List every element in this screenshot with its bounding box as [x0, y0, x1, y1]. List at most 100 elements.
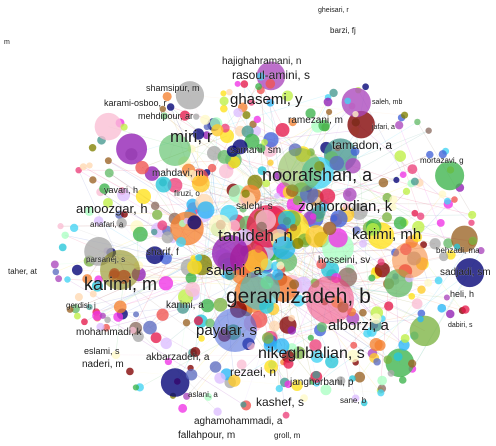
- network-node[interactable]: [240, 80, 249, 88]
- network-node[interactable]: [468, 210, 477, 219]
- network-node[interactable]: [151, 228, 158, 236]
- network-node[interactable]: [218, 163, 234, 179]
- network-node[interactable]: [253, 115, 261, 124]
- network-node[interactable]: [104, 316, 111, 324]
- network-node[interactable]: [307, 334, 314, 341]
- network-node[interactable]: [266, 98, 275, 107]
- network-node[interactable]: [437, 303, 447, 313]
- network-node[interactable]: [318, 119, 330, 132]
- network-node[interactable]: [155, 176, 172, 193]
- network-node[interactable]: [347, 110, 375, 139]
- network-node[interactable]: [329, 88, 338, 98]
- network-node[interactable]: [351, 394, 360, 403]
- network-node[interactable]: [436, 218, 445, 227]
- network-node[interactable]: [268, 320, 280, 332]
- network-node[interactable]: [261, 138, 268, 146]
- network-node[interactable]: [92, 310, 103, 321]
- network-node[interactable]: [117, 188, 131, 202]
- network-node[interactable]: [350, 341, 358, 349]
- network-node[interactable]: [193, 113, 200, 120]
- network-node[interactable]: [344, 97, 351, 105]
- network-node[interactable]: [408, 292, 416, 300]
- network-node[interactable]: [468, 236, 478, 246]
- network-node[interactable]: [382, 212, 393, 223]
- network-node[interactable]: [438, 190, 447, 199]
- network-node[interactable]: [58, 243, 67, 252]
- network-node[interactable]: [195, 254, 203, 262]
- network-node[interactable]: [52, 268, 60, 276]
- network-node[interactable]: [325, 355, 339, 369]
- network-node[interactable]: [228, 374, 241, 387]
- network-node[interactable]: [198, 335, 205, 342]
- network-node[interactable]: [468, 219, 475, 226]
- network-node[interactable]: [113, 311, 124, 322]
- network-node[interactable]: [81, 318, 88, 326]
- network-node[interactable]: [93, 216, 104, 226]
- network-node[interactable]: [362, 83, 369, 91]
- network-node[interactable]: [274, 338, 290, 354]
- network-node[interactable]: [394, 150, 406, 162]
- network-node[interactable]: [99, 312, 106, 319]
- network-node[interactable]: [319, 188, 336, 204]
- network-node[interactable]: [111, 350, 121, 360]
- network-node[interactable]: [132, 226, 148, 242]
- network-node[interactable]: [412, 232, 423, 243]
- network-node[interactable]: [378, 177, 389, 188]
- network-node[interactable]: [225, 270, 235, 281]
- network-node[interactable]: [373, 358, 381, 366]
- network-node[interactable]: [79, 163, 87, 171]
- network-node[interactable]: [82, 274, 93, 284]
- network-node[interactable]: [96, 322, 105, 331]
- network-node[interactable]: [213, 297, 228, 312]
- network-node[interactable]: [289, 223, 298, 232]
- network-node[interactable]: [69, 223, 79, 233]
- network-node[interactable]: [368, 274, 376, 282]
- network-node[interactable]: [347, 349, 360, 363]
- network-node[interactable]: [341, 87, 371, 118]
- network-node[interactable]: [133, 311, 140, 318]
- network-node[interactable]: [360, 399, 368, 407]
- network-node[interactable]: [190, 255, 197, 262]
- network-node[interactable]: [197, 201, 215, 219]
- network-node[interactable]: [170, 211, 204, 246]
- network-node[interactable]: [150, 201, 160, 211]
- network-node[interactable]: [113, 300, 127, 314]
- network-node[interactable]: [84, 206, 94, 216]
- network-node[interactable]: [342, 202, 351, 211]
- network-node[interactable]: [417, 285, 426, 294]
- network-node[interactable]: [241, 189, 250, 198]
- network-node[interactable]: [160, 112, 168, 120]
- network-hub-node[interactable]: [159, 134, 191, 166]
- network-node[interactable]: [352, 111, 359, 118]
- network-node[interactable]: [291, 379, 303, 392]
- network-node[interactable]: [265, 78, 276, 89]
- network-node[interactable]: [287, 326, 297, 335]
- network-node[interactable]: [187, 259, 203, 275]
- network-node[interactable]: [132, 384, 140, 391]
- network-node[interactable]: [242, 111, 251, 120]
- network-node[interactable]: [185, 368, 198, 381]
- network-node[interactable]: [135, 188, 152, 205]
- network-node[interactable]: [409, 315, 441, 347]
- network-node[interactable]: [288, 314, 295, 322]
- network-node[interactable]: [309, 213, 317, 220]
- network-node[interactable]: [366, 223, 380, 237]
- network-node[interactable]: [330, 210, 348, 228]
- network-node[interactable]: [91, 280, 103, 292]
- network-node[interactable]: [244, 249, 269, 274]
- network-node[interactable]: [193, 316, 203, 326]
- network-node[interactable]: [300, 394, 308, 403]
- network-node[interactable]: [416, 212, 425, 221]
- network-node[interactable]: [411, 209, 419, 217]
- network-node[interactable]: [363, 329, 372, 338]
- network-node[interactable]: [402, 187, 411, 196]
- network-node[interactable]: [255, 83, 263, 90]
- network-node[interactable]: [377, 258, 385, 266]
- network-node[interactable]: [160, 368, 190, 397]
- network-node[interactable]: [179, 110, 191, 121]
- network-hub-node[interactable]: [100, 250, 140, 290]
- network-node[interactable]: [420, 241, 428, 249]
- network-node[interactable]: [292, 294, 305, 307]
- network-node[interactable]: [244, 133, 260, 149]
- network-node[interactable]: [256, 61, 286, 91]
